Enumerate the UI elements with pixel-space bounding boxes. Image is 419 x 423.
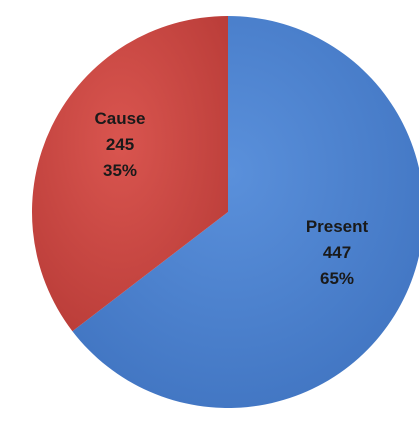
data-label-value: 447 — [323, 243, 351, 262]
pie-slice-cause — [31, 16, 228, 332]
data-label-percent: 65% — [320, 269, 354, 288]
pie-data-labels: Present 447 65% Cause 245 35% — [94, 109, 368, 288]
data-label-cause: Cause 245 35% — [94, 109, 145, 180]
data-label-name: Cause — [94, 109, 145, 128]
pie-slice-present — [72, 16, 419, 408]
data-label-percent: 35% — [103, 161, 137, 180]
data-label-name: Present — [306, 217, 369, 236]
pie-slices — [31, 16, 419, 408]
data-label-value: 245 — [106, 135, 134, 154]
data-label-present: Present 447 65% — [306, 217, 369, 288]
